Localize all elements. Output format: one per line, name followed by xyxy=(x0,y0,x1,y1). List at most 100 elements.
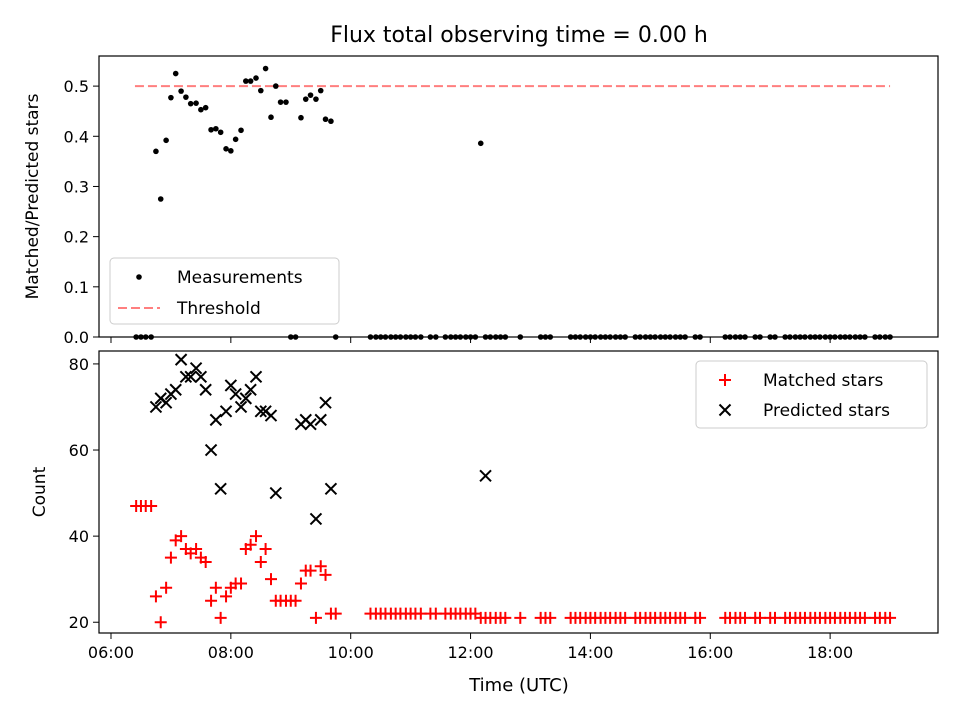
measurement-point xyxy=(208,126,214,133)
measurement-point xyxy=(317,87,324,94)
measurement-point xyxy=(172,70,179,77)
predicted-star-point xyxy=(254,405,268,418)
matched-star-point xyxy=(768,611,781,624)
predicted-star-point xyxy=(169,383,182,396)
predicted-star-point xyxy=(184,370,197,384)
matched-star-point xyxy=(244,538,257,551)
matched-star-point xyxy=(619,611,632,624)
measurement-point xyxy=(238,127,244,134)
predicted-star-point xyxy=(269,486,282,500)
legend-box xyxy=(695,360,928,429)
y-axis-label: Count xyxy=(30,466,50,517)
predicted-star-point xyxy=(189,362,203,375)
predicted-star-point xyxy=(264,409,278,422)
x-tick-label: 16:00 xyxy=(687,643,733,662)
measurement-point xyxy=(232,136,239,143)
predicted-star-point xyxy=(479,469,492,483)
predicted-star-point xyxy=(224,379,238,392)
measurement-point xyxy=(223,146,229,152)
legend-measurements-label: Measurements xyxy=(177,268,303,288)
legend-threshold-label: Threshold xyxy=(176,299,261,319)
y-tick-label: 0.5 xyxy=(64,77,89,96)
measurement-point xyxy=(163,137,169,144)
y-tick-label: 0.0 xyxy=(64,328,89,347)
measurement-point xyxy=(193,100,199,106)
predicted-star-point xyxy=(209,413,223,427)
matched-star-point xyxy=(679,611,692,624)
matched-star-point xyxy=(190,543,203,556)
y-tick-label: 0.4 xyxy=(64,127,89,146)
y-tick-label: 0.3 xyxy=(64,177,89,196)
measurement-point xyxy=(253,75,259,81)
predicted-star-point xyxy=(174,353,188,366)
matched-star-point xyxy=(739,611,752,624)
measurement-point xyxy=(213,125,219,132)
y-tick-label: 0.1 xyxy=(64,278,89,297)
matched-star-point xyxy=(235,577,248,590)
matched-star-point xyxy=(254,555,267,568)
predicted-star-point xyxy=(244,383,257,396)
matched-star-point xyxy=(289,594,302,607)
measurement-point xyxy=(322,116,329,123)
matched-star-point xyxy=(514,611,527,624)
figure-title: Flux total observing time = 0.00 h xyxy=(330,23,708,48)
y-tick-label: 0.2 xyxy=(64,228,89,247)
matched-star-point xyxy=(214,611,227,624)
matched-star-point xyxy=(499,611,512,624)
measurement-point xyxy=(302,96,309,102)
matched-star-point xyxy=(145,499,158,512)
matched-star-point xyxy=(199,555,212,568)
measurement-point xyxy=(217,129,224,136)
measurement-point xyxy=(277,99,284,105)
matched-star-point xyxy=(694,611,707,624)
predicted-star-point xyxy=(249,370,263,384)
matched-star-point xyxy=(149,590,162,603)
matched-star-point xyxy=(309,611,322,624)
measurement-point xyxy=(307,92,314,98)
x-tick-label: 08:00 xyxy=(208,643,254,662)
x-tick-label: 14:00 xyxy=(567,643,613,662)
plot-frame xyxy=(98,55,939,338)
matched-star-point xyxy=(544,611,557,624)
predicted-star-point xyxy=(304,417,317,431)
y-tick-label: 40 xyxy=(69,527,89,546)
matched-star-point xyxy=(884,611,897,624)
matched-star-point xyxy=(209,581,222,594)
measurement-point xyxy=(313,96,319,102)
measurement-point xyxy=(268,114,274,121)
measurement-point xyxy=(328,118,334,125)
measurement-point xyxy=(247,78,254,84)
y-tick-label: 20 xyxy=(69,613,89,632)
count-panel: 20 40 60 80 06:00 08:00 10:00 12:00 14:00 16:00 18… xyxy=(30,350,939,662)
matched-star-point xyxy=(259,543,272,556)
matched-star-point xyxy=(220,590,233,603)
matched-star-point xyxy=(319,568,332,581)
matched-star-point xyxy=(264,573,277,586)
measurement-point xyxy=(258,87,264,94)
measurement-point xyxy=(283,99,289,105)
predicted-star-point xyxy=(309,512,323,526)
plot-frame xyxy=(98,350,939,634)
matched-star-point xyxy=(314,560,327,573)
legend-predicted-marker xyxy=(718,403,732,417)
measurement-point xyxy=(228,148,234,154)
matched-star-point xyxy=(154,616,167,629)
predicted-star-point xyxy=(159,396,173,409)
legend-matched-marker xyxy=(719,374,731,386)
matched-star-point xyxy=(160,581,173,594)
predicted-star-point xyxy=(234,400,248,414)
y-tick-label: 60 xyxy=(69,441,89,460)
x-tick-label: 10:00 xyxy=(328,643,374,662)
matched-star-point xyxy=(329,607,342,620)
measurement-point xyxy=(157,196,164,202)
legend-predicted-label: Predicted stars xyxy=(763,401,890,421)
predicted-star-point xyxy=(239,392,253,405)
measurement-point xyxy=(168,94,174,101)
predicted-star-point xyxy=(149,400,163,414)
x-tick-label: 12:00 xyxy=(448,643,494,662)
predicted-star-point xyxy=(319,396,332,409)
matched-star-point xyxy=(754,611,767,624)
ratio-panel: 0.0 0.1 0.2 0.3 0.4 0.5 Matched/Predicted star… xyxy=(23,55,939,347)
